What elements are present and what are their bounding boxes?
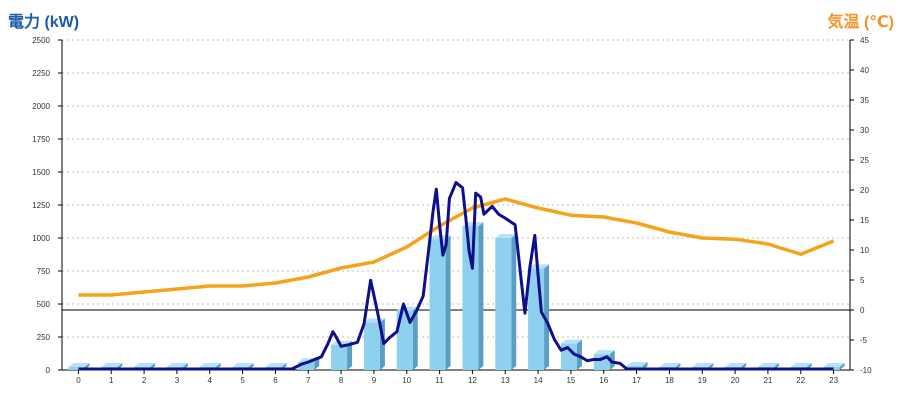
bar-top [68, 363, 90, 367]
x-tick-label: 11 [435, 376, 444, 385]
right-tick-label: 30 [860, 126, 869, 135]
bar-top [134, 363, 156, 367]
bar [495, 238, 512, 370]
bar [68, 367, 85, 370]
x-tick-label: 20 [731, 376, 740, 385]
left-tick-label: 1000 [32, 234, 50, 243]
left-tick-label: 750 [37, 267, 51, 276]
bar [429, 239, 446, 370]
bar-side [511, 234, 517, 370]
bar-top [593, 350, 615, 355]
bar-top [101, 363, 123, 367]
right-tick-label: 10 [860, 246, 869, 255]
bar [396, 310, 413, 370]
left-tick-label: 2250 [32, 69, 50, 78]
x-tick-label: 0 [76, 376, 81, 385]
right-tick-label: 5 [860, 276, 865, 285]
right-tick-label: 15 [860, 216, 869, 225]
left-tick-label: 500 [37, 300, 51, 309]
bar-top [199, 363, 221, 367]
power-line [78, 181, 834, 371]
bar-top [265, 363, 287, 367]
bar-side [609, 350, 615, 370]
bar-side [544, 264, 550, 370]
right-tick-label: 0 [860, 306, 865, 315]
left-tick-label: 1250 [32, 201, 50, 210]
bar-side [445, 235, 451, 370]
x-tick-label: 3 [175, 376, 180, 385]
x-tick-label: 15 [566, 376, 575, 385]
left-tick-label: 0 [46, 366, 51, 375]
x-tick-label: 13 [501, 376, 510, 385]
bar-top [495, 234, 517, 238]
bar-side [314, 358, 320, 370]
x-tick-label: 22 [796, 376, 805, 385]
right-tick-label: 20 [860, 186, 869, 195]
x-tick-label: 21 [763, 376, 772, 385]
right-tick-label: 40 [860, 66, 869, 75]
x-tick-label: 10 [402, 376, 411, 385]
x-tick-label: 6 [273, 376, 278, 385]
x-tick-label: 12 [468, 376, 477, 385]
right-axis-title: 気温 (℃) [827, 14, 894, 31]
x-tick-label: 18 [665, 376, 674, 385]
left-tick-label: 2000 [32, 102, 50, 111]
bar-top [790, 363, 812, 367]
bar-top [757, 363, 779, 367]
left-tick-label: 1500 [32, 168, 50, 177]
x-tick-label: 7 [306, 376, 311, 385]
bar-top [692, 363, 714, 367]
temperature-line [78, 197, 835, 297]
bar-top [725, 363, 747, 367]
bar-top [659, 363, 681, 367]
bar [363, 322, 380, 370]
right-tick-label: 35 [860, 96, 869, 105]
x-tick-label: 8 [339, 376, 344, 385]
bar-side [478, 222, 484, 370]
bar-top [626, 362, 648, 367]
x-tick-label: 17 [632, 376, 641, 385]
right-tick-label: -10 [860, 366, 872, 375]
x-tick-label: 4 [208, 376, 213, 385]
bar-side [347, 340, 353, 370]
x-tick-label: 9 [372, 376, 377, 385]
bar [528, 268, 545, 370]
x-tick-label: 23 [829, 376, 838, 385]
x-tick-label: 16 [599, 376, 608, 385]
bar-top [823, 363, 845, 367]
bar [298, 362, 315, 370]
left-axis-title: 電力 (kW) [8, 14, 80, 31]
bar [462, 226, 479, 370]
right-tick-label: 25 [860, 156, 869, 165]
left-tick-label: 2500 [32, 36, 50, 45]
x-tick-label: 14 [534, 376, 543, 385]
bar-side [839, 363, 845, 370]
bar [331, 344, 348, 370]
left-tick-label: 250 [37, 333, 51, 342]
x-tick-label: 1 [109, 376, 114, 385]
bar-top [232, 363, 254, 367]
left-tick-label: 1750 [32, 135, 50, 144]
bar-top [560, 339, 582, 344]
x-tick-label: 5 [240, 376, 245, 385]
x-tick-label: 2 [142, 376, 147, 385]
bar-side [412, 306, 418, 370]
bar-top [166, 363, 188, 367]
right-tick-label: 45 [860, 36, 869, 45]
right-tick-label: -5 [860, 336, 868, 345]
x-tick-label: 19 [698, 376, 707, 385]
